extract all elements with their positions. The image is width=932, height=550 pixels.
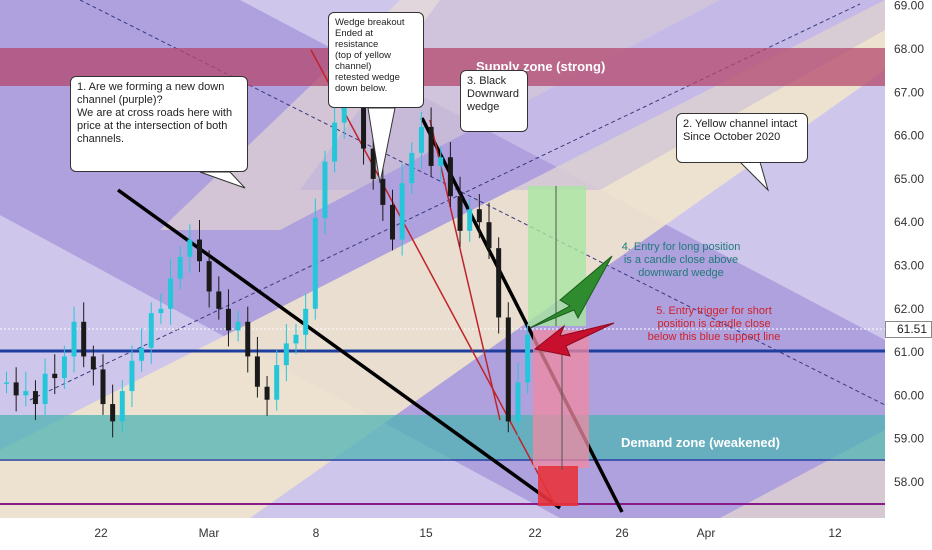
candle-body [4, 382, 9, 384]
annotation-note-2: 2. Yellow channel intact Since October 2… [676, 113, 808, 163]
candle-body [177, 256, 183, 279]
y-tick-label: 68.00 [894, 42, 924, 56]
yellow-channel-band-1 [0, 0, 885, 518]
annotation-wedge-breakout: Wedge breakout Ended at resistance (top … [328, 12, 424, 108]
candle-body [399, 183, 405, 240]
candle-body [390, 204, 395, 240]
red-arrow [533, 322, 615, 357]
annotation-note-3: 3. Black Downward wedge [460, 70, 528, 132]
candle-body [303, 308, 309, 335]
candle-body [486, 222, 492, 249]
annotation-note-5: 5. Entry trigger for short position is c… [647, 305, 781, 343]
note1-pointer [199, 171, 246, 189]
candle-body [293, 334, 299, 344]
price-axis-background [885, 0, 932, 550]
candle-body [168, 278, 174, 309]
x-tick-label: 12 [828, 526, 842, 540]
candle-body [197, 239, 202, 262]
candle-body [264, 386, 270, 400]
candle-body [409, 152, 415, 184]
x-tick-label: 15 [419, 526, 433, 540]
y-tick-label: 63.00 [894, 259, 924, 273]
x-tick-label: Mar [199, 526, 220, 540]
y-tick-label: 66.00 [894, 129, 924, 143]
candle-body [361, 92, 367, 149]
short-stop-box [538, 466, 578, 506]
candle-body [457, 196, 463, 231]
annotation-note-4: 4. Entry for long position is a candle c… [621, 241, 741, 279]
candle-body [148, 313, 154, 348]
candle-body [187, 239, 193, 257]
purple-channel-overlay [300, 0, 885, 190]
candle-body [245, 321, 251, 357]
x-tick-label: 8 [313, 526, 320, 540]
candle-body [23, 391, 29, 396]
candle-body [515, 382, 521, 422]
candle-body [216, 291, 222, 309]
red-line-1 [310, 49, 556, 506]
x-tick-label: Apr [697, 526, 716, 540]
candle-body [52, 373, 58, 379]
candle-body [467, 209, 473, 231]
y-tick-label: 61.00 [894, 345, 924, 359]
y-tick-label: 64.00 [894, 215, 924, 229]
time-axis-background [0, 518, 932, 550]
price-axis: 58.00 59.00 60.00 61.00 62.00 63.00 64.00 65.00… [894, 0, 924, 489]
candle-body [206, 261, 212, 292]
candle-body [322, 161, 328, 218]
green-arrow [529, 255, 613, 329]
candle-body [100, 369, 106, 405]
note-wedge-pointer [367, 107, 396, 184]
candle-body [476, 209, 482, 223]
candle-body [158, 308, 164, 314]
x-tick-label: 22 [528, 526, 542, 540]
candle-body [312, 217, 318, 309]
y-tick-label: 58.00 [894, 475, 924, 489]
candle-body [525, 334, 531, 383]
demand-zone-label: Demand zone (weakened) [621, 435, 780, 450]
candle-body [254, 356, 260, 387]
candle-body [81, 321, 87, 357]
candle-body [447, 157, 453, 197]
x-tick-label: 26 [615, 526, 629, 540]
candle-body [332, 122, 338, 162]
candle-body [370, 148, 376, 179]
candle-body [505, 317, 511, 422]
y-tick-label: 60.00 [894, 388, 924, 402]
y-tick-label: 62.00 [894, 302, 924, 316]
last-price-badge: 61.51 [885, 321, 932, 338]
x-tick-label: 22 [94, 526, 108, 540]
candle-body [418, 126, 424, 153]
candle-body [139, 347, 145, 361]
candle-body [61, 356, 67, 379]
candle-body [274, 365, 280, 400]
red-line-2 [429, 119, 501, 421]
candle-body [13, 382, 19, 396]
y-tick-label: 65.00 [894, 172, 924, 186]
candle-body [71, 321, 77, 357]
candle-body [283, 343, 289, 366]
candle-body [235, 321, 241, 331]
candle-body [110, 404, 116, 422]
candle-body [225, 308, 231, 331]
candle-body [90, 356, 96, 370]
y-tick-label: 69.00 [894, 0, 924, 13]
candle-body [380, 178, 386, 205]
time-axis: 22 Mar 8 15 22 26 Apr 12 [94, 526, 842, 540]
y-tick-label: 59.00 [894, 432, 924, 446]
candle-body [119, 391, 125, 422]
candle-body [496, 248, 502, 318]
annotation-note-1: 1. Are we forming a new down channel (pu… [70, 76, 248, 172]
y-tick-label: 67.00 [894, 85, 924, 99]
candle-body [428, 126, 434, 166]
candle-body [32, 391, 38, 405]
candle-body [129, 360, 135, 392]
candle-body [438, 157, 444, 166]
candle-body [42, 373, 48, 405]
